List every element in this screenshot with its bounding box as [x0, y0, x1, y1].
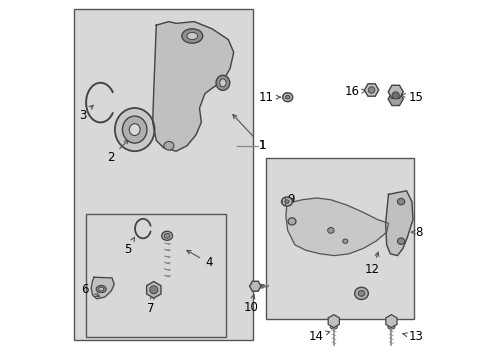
- Ellipse shape: [162, 231, 172, 240]
- Text: 2: 2: [107, 140, 128, 164]
- Circle shape: [149, 286, 158, 294]
- Ellipse shape: [354, 287, 367, 300]
- Text: 8: 8: [410, 226, 422, 239]
- Text: 6: 6: [81, 283, 100, 297]
- Ellipse shape: [285, 95, 289, 99]
- Polygon shape: [152, 22, 233, 151]
- Polygon shape: [285, 198, 387, 256]
- Text: 5: 5: [123, 237, 134, 256]
- Ellipse shape: [342, 239, 347, 243]
- Text: 11: 11: [259, 91, 280, 104]
- Text: 1: 1: [232, 114, 265, 152]
- Ellipse shape: [281, 197, 292, 206]
- Text: 3: 3: [79, 105, 93, 122]
- Ellipse shape: [115, 108, 154, 151]
- Text: 16: 16: [344, 85, 365, 98]
- Ellipse shape: [327, 228, 333, 233]
- Text: 14: 14: [308, 330, 329, 343]
- Circle shape: [391, 92, 399, 99]
- Ellipse shape: [358, 291, 364, 296]
- Text: 10: 10: [243, 294, 258, 314]
- Text: 7: 7: [147, 295, 154, 315]
- Ellipse shape: [284, 200, 288, 203]
- Polygon shape: [91, 277, 114, 299]
- Text: 4: 4: [186, 251, 212, 269]
- Ellipse shape: [397, 198, 404, 205]
- Ellipse shape: [397, 238, 404, 244]
- Bar: [265, 158, 413, 319]
- Ellipse shape: [282, 93, 292, 102]
- Ellipse shape: [122, 116, 146, 143]
- Ellipse shape: [387, 325, 394, 329]
- Ellipse shape: [219, 79, 225, 87]
- Text: 12: 12: [364, 252, 379, 276]
- Ellipse shape: [182, 29, 203, 43]
- Ellipse shape: [99, 287, 103, 291]
- Ellipse shape: [96, 285, 106, 293]
- Ellipse shape: [164, 234, 170, 238]
- Ellipse shape: [329, 325, 337, 329]
- Text: 1: 1: [258, 139, 266, 152]
- Circle shape: [367, 87, 374, 93]
- Bar: [73, 9, 253, 340]
- Bar: [86, 214, 226, 337]
- Text: 15: 15: [401, 91, 422, 104]
- Polygon shape: [385, 191, 412, 256]
- Ellipse shape: [163, 141, 174, 150]
- Ellipse shape: [287, 218, 295, 225]
- Ellipse shape: [186, 32, 197, 40]
- Text: 9: 9: [287, 193, 294, 206]
- Ellipse shape: [216, 75, 229, 90]
- Text: 13: 13: [402, 330, 422, 343]
- Ellipse shape: [129, 124, 140, 136]
- Ellipse shape: [259, 284, 264, 288]
